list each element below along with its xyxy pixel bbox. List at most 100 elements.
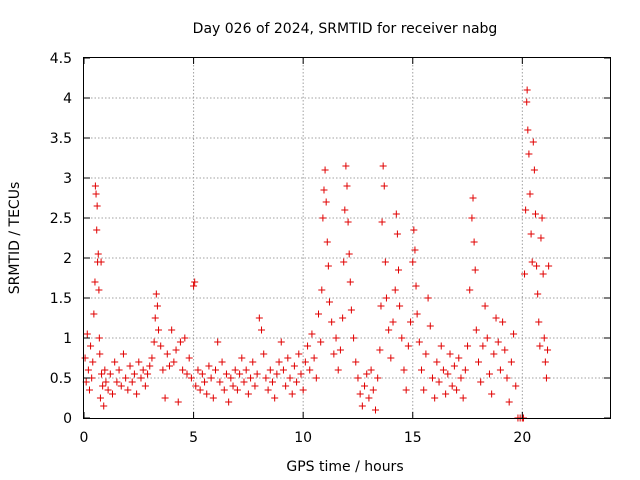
y-tick-label: 1 [63,331,72,347]
data-point [277,338,285,346]
data-point [340,258,348,266]
y-tick-label: 1.5 [50,291,72,307]
data-point [312,374,320,382]
y-tick-label: 4 [63,91,72,107]
x-tick-labels: 0 5 10 15 20 [80,430,532,446]
data-point [301,358,309,366]
data-point [332,334,340,342]
data-point [304,342,312,350]
data-point [144,370,152,378]
data-point [201,378,209,386]
data-point [472,326,480,334]
data-point [282,382,290,390]
data-point [117,382,125,390]
data-point [317,338,325,346]
data-point [374,374,382,382]
data-point [336,346,344,354]
data-point [428,374,436,382]
data-point [507,358,515,366]
data-point [424,294,432,302]
y-tick-labels: 0 0.5 1 1.5 2 2.5 3 3.5 4 4.5 [50,51,72,427]
data-point [96,350,104,358]
data-point [342,162,350,170]
data-point [297,370,305,378]
data-point [412,282,420,290]
plot-frame [83,57,611,419]
data-point [179,366,187,374]
data-point [385,326,393,334]
data-point [253,370,261,378]
data-point [161,394,169,402]
data-point [119,350,127,358]
data-point [536,342,544,350]
x-tick-label: 10 [294,430,312,446]
data-point [461,366,469,374]
data-point [91,278,99,286]
data-point [122,374,130,382]
data-point [286,374,294,382]
data-point [418,366,426,374]
data-point [146,362,154,370]
data-point [279,366,287,374]
data-point [531,210,539,218]
data-point [382,294,390,302]
data-point [93,226,101,234]
data-point [91,182,99,190]
data-point [381,258,389,266]
data-point [529,138,537,146]
x-tick-label: 5 [189,430,198,446]
data-point [216,378,224,386]
data-point [191,278,199,286]
data-point [435,378,443,386]
data-point [212,366,219,374]
data-point [205,362,213,370]
data-point [542,374,550,382]
data-point [334,366,342,374]
y-tick-label: 3 [63,171,72,187]
data-point [295,350,303,358]
data-point [387,354,395,362]
data-point [157,342,165,350]
data-point [459,394,467,402]
data-point [363,370,371,378]
data-point [354,374,362,382]
data-point [209,394,217,402]
data-point [534,290,542,298]
data-point [409,258,417,266]
data-point [453,386,461,394]
data-point [255,314,263,322]
data-point [344,218,352,226]
data-point [84,366,92,374]
data-point [92,190,100,198]
data-point [100,402,108,410]
data-point [402,386,410,394]
data-point [87,342,95,350]
data-point [324,262,332,270]
data-point [95,286,103,294]
data-point [233,386,241,394]
data-point [101,366,109,374]
data-point [339,314,347,322]
data-point [526,190,534,198]
data-point [392,210,400,218]
data-point [108,390,116,398]
data-point [81,354,89,362]
data-point [218,358,226,366]
data-point [365,394,373,402]
data-point [411,246,419,254]
data-point [442,390,450,398]
data-point [185,354,193,362]
data-point [521,270,529,278]
data-point [89,358,97,366]
data-point [284,354,292,362]
data-point [133,390,141,398]
data-point [275,358,283,366]
data-point [115,366,123,374]
data-point [426,322,434,330]
data-point [159,366,167,374]
data-point [415,338,423,346]
y-axis-label: SRMTID / TECUs [7,182,23,295]
data-point [469,194,477,202]
data-point [488,390,496,398]
data-point [512,382,520,390]
